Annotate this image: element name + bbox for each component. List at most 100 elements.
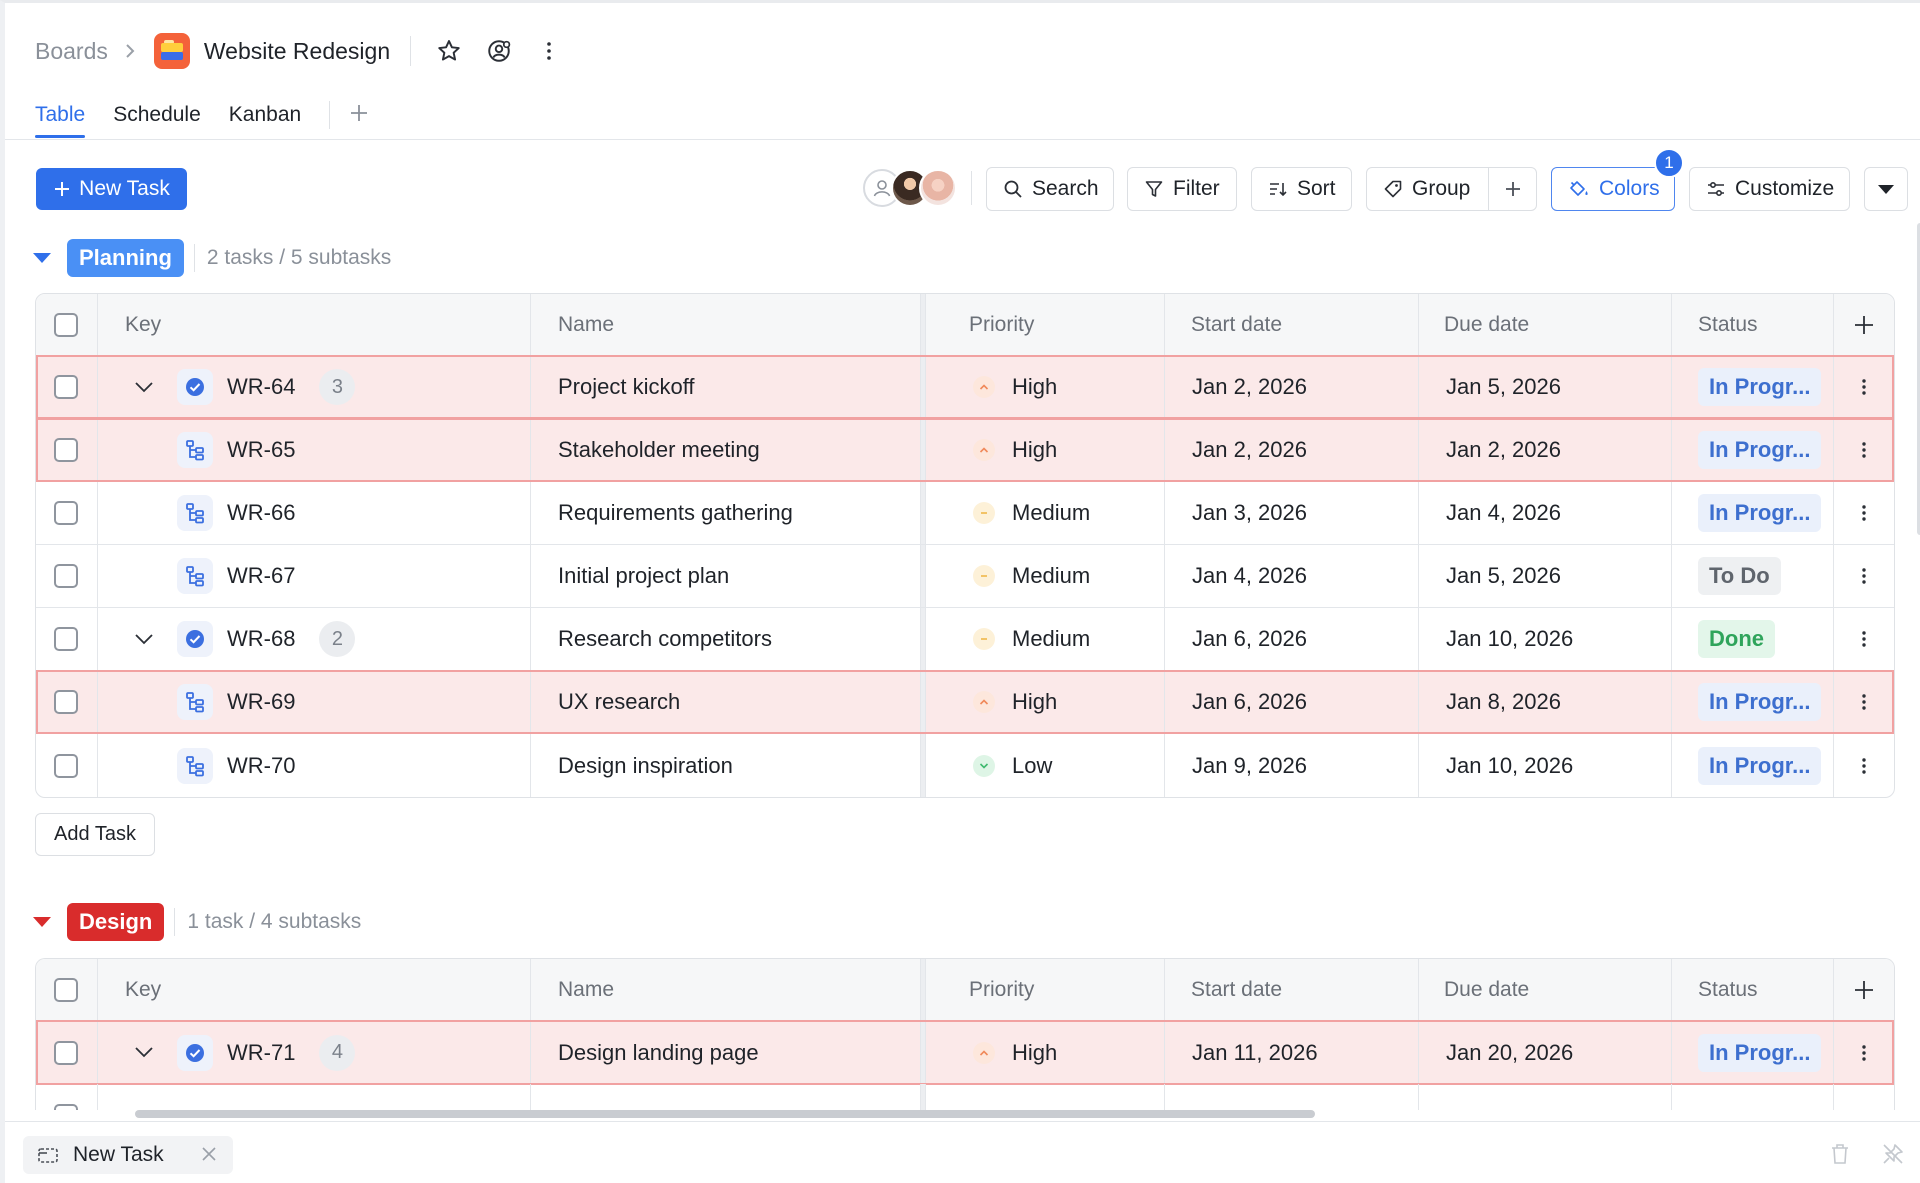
status-cell[interactable]: In Progr...	[1698, 419, 1822, 481]
tab-schedule[interactable]: Schedule	[113, 103, 201, 126]
column-header-name[interactable]: Name	[558, 312, 615, 336]
status-cell[interactable]: In Progr...	[1698, 671, 1822, 733]
task-name[interactable]: Project kickoff	[558, 374, 695, 399]
row-more-button[interactable]	[1833, 482, 1894, 544]
start-date[interactable]: Jan 2, 2026	[1192, 374, 1307, 399]
table-row[interactable]: WR-68 2 Research competitors Medium Jan 6, 2…	[36, 608, 1894, 671]
priority-cell[interactable]: High	[973, 419, 1057, 481]
column-header-priority[interactable]: Priority	[969, 977, 1035, 1001]
row-more-button[interactable]	[1833, 356, 1894, 418]
start-date[interactable]: Jan 2, 2026	[1192, 437, 1307, 462]
task-key[interactable]: WR-70	[227, 752, 296, 778]
row-checkbox[interactable]	[54, 482, 78, 544]
priority-cell[interactable]: High	[973, 1021, 1057, 1084]
subtask-count-badge[interactable]: 2	[319, 621, 356, 657]
add-task-button[interactable]: Add Task	[35, 813, 155, 856]
task-key[interactable]: WR-71	[227, 1039, 296, 1065]
column-header-status[interactable]: Status	[1698, 977, 1758, 1001]
chevron-down-icon[interactable]	[132, 1040, 156, 1064]
row-checkbox[interactable]	[54, 608, 78, 670]
subtask-count-badge[interactable]: 3	[319, 369, 356, 405]
task-key[interactable]: WR-69	[227, 689, 296, 714]
breadcrumb-boards[interactable]: Boards	[35, 37, 108, 64]
status-cell[interactable]: To Do	[1698, 545, 1781, 607]
priority-cell[interactable]: High	[973, 356, 1057, 418]
new-task-button[interactable]: New Task	[36, 168, 187, 210]
column-header-due-date[interactable]: Due date	[1444, 312, 1530, 336]
task-name[interactable]: Design landing page	[558, 1039, 759, 1065]
table-row[interactable]: WR-65 Stakeholder meeting High Jan 2, 2026 J…	[36, 418, 1894, 482]
due-date[interactable]: Jan 10, 2026	[1446, 752, 1574, 778]
task-key[interactable]: WR-65	[227, 437, 296, 462]
table-row[interactable]: WR-64 3 Project kickoff High Jan 2, 2026 Jan …	[36, 355, 1894, 419]
priority-cell[interactable]: Medium	[973, 545, 1090, 607]
customize-button[interactable]: Customize	[1689, 167, 1850, 211]
row-more-button[interactable]	[1833, 419, 1894, 481]
task-name[interactable]: UX research	[558, 689, 681, 714]
avatar[interactable]	[919, 169, 957, 207]
priority-cell[interactable]: Medium	[973, 482, 1090, 544]
star-icon[interactable]	[433, 35, 465, 67]
due-date[interactable]: Jan 8, 2026	[1446, 689, 1561, 714]
minimized-new-task-tab[interactable]: New Task	[23, 1136, 233, 1174]
search-button[interactable]: Search	[986, 167, 1114, 211]
priority-cell[interactable]: Medium	[973, 608, 1090, 670]
table-row[interactable]: WR-69 UX research High Jan 6, 2026 Jan 8, 20…	[36, 670, 1894, 734]
close-icon[interactable]	[201, 1142, 217, 1168]
task-key[interactable]: WR-68	[227, 626, 296, 651]
due-date[interactable]: Jan 5, 2026	[1446, 563, 1561, 588]
row-more-button[interactable]	[1833, 1021, 1894, 1084]
filter-button[interactable]: Filter	[1127, 167, 1237, 211]
column-header-start-date[interactable]: Start date	[1191, 312, 1283, 336]
status-cell[interactable]: In Progr...	[1698, 356, 1822, 418]
row-more-button[interactable]	[1833, 545, 1894, 607]
due-date[interactable]: Jan 2, 2026	[1446, 437, 1561, 462]
start-date[interactable]: Jan 6, 2026	[1192, 626, 1307, 651]
row-more-button[interactable]	[1833, 608, 1894, 670]
table-row[interactable]: WR-66 Requirements gathering Medium Jan 3, …	[36, 482, 1894, 545]
row-checkbox[interactable]	[54, 671, 78, 733]
sort-button[interactable]: Sort	[1251, 167, 1352, 211]
trash-icon[interactable]	[1829, 1142, 1851, 1171]
select-all-checkbox[interactable]	[54, 959, 78, 1020]
status-cell[interactable]: In Progr...	[1698, 482, 1822, 544]
task-name[interactable]: Research competitors	[558, 626, 772, 651]
task-key[interactable]: WR-67	[227, 563, 296, 588]
horizontal-scrollbar[interactable]	[135, 1110, 1315, 1118]
board-title[interactable]: Website Redesign	[203, 37, 391, 64]
table-row[interactable]: WR-67 Initial project plan Medium Jan 4, 20…	[36, 545, 1894, 608]
due-date[interactable]: Jan 20, 2026	[1446, 1039, 1574, 1065]
table-row[interactable]: WR-70 Design inspiration Low Jan 9, 2026 Jan…	[36, 734, 1894, 797]
select-all-checkbox[interactable]	[54, 294, 78, 355]
row-more-button[interactable]	[1833, 734, 1894, 797]
due-date[interactable]: Jan 10, 2026	[1446, 626, 1574, 651]
group-header-design[interactable]: Design 1 task / 4 subtasks	[33, 902, 361, 942]
start-date[interactable]: Jan 11, 2026	[1192, 1039, 1318, 1065]
row-checkbox[interactable]	[54, 734, 78, 797]
column-header-priority[interactable]: Priority	[969, 312, 1035, 336]
task-name[interactable]: Stakeholder meeting	[558, 437, 760, 462]
unpin-icon[interactable]	[1881, 1142, 1905, 1171]
row-checkbox[interactable]	[54, 419, 78, 481]
due-date[interactable]: Jan 5, 2026	[1446, 374, 1561, 399]
row-checkbox[interactable]	[54, 1021, 78, 1084]
toolbar-more-button[interactable]	[1864, 167, 1908, 211]
column-header-due-date[interactable]: Due date	[1444, 977, 1530, 1001]
add-view-icon[interactable]	[348, 101, 370, 129]
add-column-icon[interactable]	[1833, 294, 1894, 355]
tab-kanban[interactable]: Kanban	[228, 103, 302, 126]
task-key[interactable]: WR-66	[227, 500, 296, 525]
start-date[interactable]: Jan 6, 2026	[1192, 689, 1307, 714]
start-date[interactable]: Jan 4, 2026	[1192, 563, 1307, 588]
watch-icon[interactable]	[483, 35, 515, 67]
group-header-planning[interactable]: Planning 2 tasks / 5 subtasks	[33, 238, 391, 278]
row-checkbox[interactable]	[54, 356, 78, 418]
vertical-scrollbar[interactable]	[1917, 223, 1920, 535]
collapse-caret-icon[interactable]	[33, 917, 51, 927]
task-name[interactable]: Design inspiration	[558, 752, 733, 778]
start-date[interactable]: Jan 9, 2026	[1192, 752, 1307, 778]
member-avatars[interactable]	[863, 167, 957, 209]
status-cell[interactable]: In Progr...	[1698, 1021, 1822, 1084]
chevron-down-icon[interactable]	[132, 627, 156, 651]
add-group-icon[interactable]	[1488, 168, 1536, 210]
